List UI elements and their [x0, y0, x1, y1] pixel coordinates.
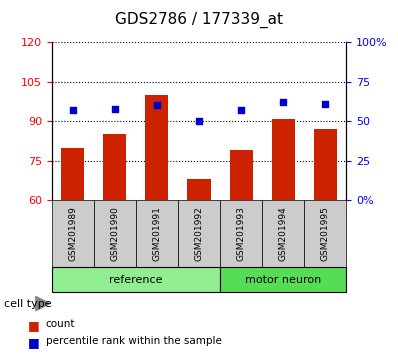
Text: percentile rank within the sample: percentile rank within the sample	[46, 336, 222, 346]
Point	[112, 106, 118, 112]
Text: ■: ■	[28, 319, 40, 332]
Bar	[271, 119, 295, 200]
Text: ■: ■	[28, 336, 40, 349]
Text: cell type: cell type	[4, 298, 52, 309]
Bar	[187, 179, 211, 200]
Point	[322, 101, 328, 107]
Point	[154, 103, 160, 108]
Text: GSM201994: GSM201994	[279, 206, 288, 261]
Text: GSM201993: GSM201993	[236, 206, 246, 261]
Point	[196, 118, 202, 124]
Point	[70, 107, 76, 113]
Bar	[230, 150, 253, 200]
Bar	[61, 148, 84, 200]
Bar	[103, 135, 127, 200]
Point	[280, 99, 286, 105]
Text: reference: reference	[109, 275, 163, 285]
Text: motor neuron: motor neuron	[245, 275, 321, 285]
Text: GSM201990: GSM201990	[110, 206, 119, 261]
Text: GDS2786 / 177339_at: GDS2786 / 177339_at	[115, 11, 283, 28]
Text: GSM201992: GSM201992	[195, 206, 203, 261]
Text: GSM201991: GSM201991	[152, 206, 162, 261]
Point	[238, 107, 244, 113]
Text: GSM201995: GSM201995	[321, 206, 330, 261]
Bar	[145, 95, 168, 200]
Text: count: count	[46, 319, 75, 329]
Text: GSM201989: GSM201989	[68, 206, 77, 261]
Bar	[314, 129, 337, 200]
